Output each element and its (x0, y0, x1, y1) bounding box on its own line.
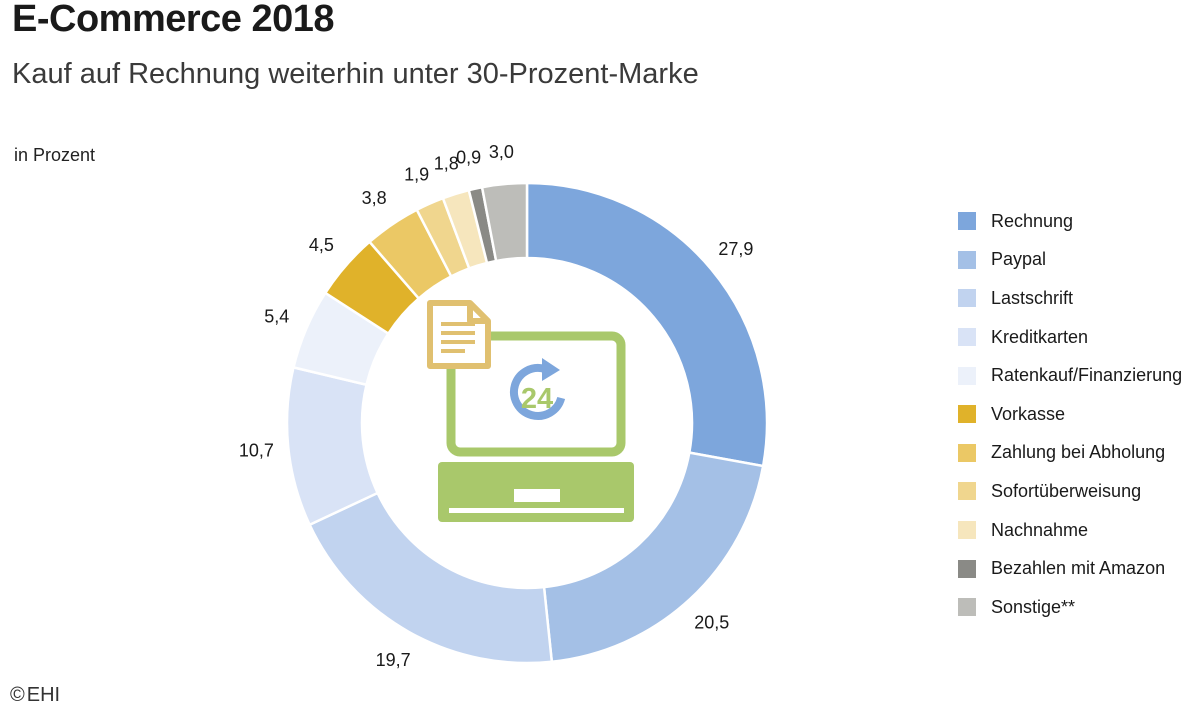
legend-item-bezahlen-mit-amazon: Bezahlen mit Amazon (958, 549, 1182, 588)
chart-subtitle: Kauf auf Rechnung weiterhin unter 30-Pro… (12, 58, 699, 90)
legend-swatch (958, 328, 976, 347)
laptop-24-invoice-icon (427, 300, 634, 522)
copyright: © EHI (10, 684, 60, 707)
legend-swatch (958, 250, 976, 269)
legend-item-ratenkauf-finanzierung: Ratenkauf/Finanzierung (958, 356, 1182, 395)
value-label-ratenkauf-finanzierung: 5,4 (264, 306, 289, 326)
legend-swatch (958, 482, 976, 501)
legend-swatch (958, 366, 976, 385)
icon-24-badge: 24 (521, 383, 553, 415)
legend-label: Sonstige** (991, 596, 1076, 617)
legend-swatch (958, 405, 976, 424)
copyright-icon: © (10, 684, 25, 706)
value-label-paypal: 20,5 (694, 613, 729, 633)
legend-item-nachnahme: Nachnahme (958, 511, 1182, 550)
copyright-owner: EHI (26, 684, 61, 706)
legend-item-zahlung-bei-abholung: Zahlung bei Abholung (958, 434, 1182, 473)
legend-label: Bezahlen mit Amazon (991, 558, 1166, 579)
legend-item-sofortueberweisung: Sofortüberweisung (958, 472, 1182, 511)
legend-item-paypal: Paypal (958, 241, 1182, 280)
value-label-bezahlen-mit-amazon: 0,9 (456, 147, 481, 167)
value-label-lastschrift: 19,7 (376, 650, 411, 670)
legend-label: Sofortüberweisung (991, 480, 1142, 501)
unit-label: in Prozent (14, 145, 96, 165)
value-label-zahlung-bei-abholung: 3,8 (362, 188, 387, 208)
legend-item-sonstige: Sonstige** (958, 588, 1182, 627)
value-label-nachnahme: 1,8 (434, 153, 459, 173)
legend-label: Kreditkarten (991, 326, 1089, 347)
slice-sonstige (480, 181, 529, 263)
legend-swatch (958, 289, 976, 308)
legend-swatch (958, 212, 976, 231)
legend: Rechnung Paypal Lastschrift Kreditkarten Rat… (958, 202, 1182, 627)
value-label-vorkasse: 4,5 (309, 235, 334, 255)
legend-label: Rechnung (991, 210, 1074, 231)
value-label-sonstige: 3,0 (489, 142, 514, 162)
legend-swatch (958, 521, 976, 540)
legend-label: Ratenkauf/Finanzierung (991, 365, 1183, 386)
value-label-sofortueberweisung: 1,9 (404, 164, 429, 184)
legend-swatch (958, 443, 976, 462)
legend-label: Nachnahme (991, 519, 1089, 540)
value-label-kreditkarten: 10,7 (239, 441, 274, 461)
legend-label: Zahlung bei Abholung (991, 442, 1166, 463)
legend-label: Vorkasse (991, 403, 1066, 424)
legend-swatch (958, 559, 976, 578)
legend-item-lastschrift: Lastschrift (958, 279, 1182, 318)
legend-label: Paypal (991, 249, 1047, 270)
legend-label: Lastschrift (991, 287, 1074, 308)
legend-item-kreditkarten: Kreditkarten (958, 318, 1182, 357)
donut-slices (285, 181, 769, 665)
legend-item-vorkasse: Vorkasse (958, 395, 1182, 434)
slice-rechnung (525, 181, 769, 468)
donut-value-labels: 27,9 20,5 19,7 10,7 5,4 4,5 3,8 1,91,80,9 3,0 (239, 142, 754, 670)
value-label-rechnung: 27,9 (718, 239, 753, 259)
legend-swatch (958, 598, 976, 617)
chart-title: E-Commerce 2018 (12, 0, 335, 40)
legend-item-rechnung: Rechnung (958, 202, 1182, 241)
